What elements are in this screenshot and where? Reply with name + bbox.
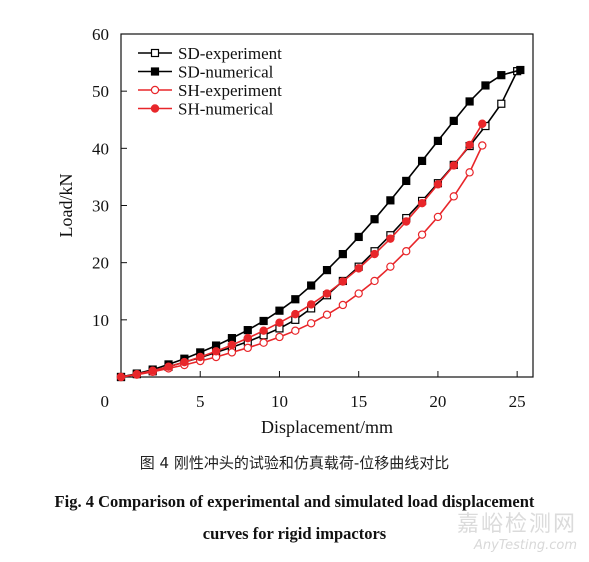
- figure-caption-english-line1: Fig. 4 Comparison of experimental and si…: [54, 492, 535, 511]
- data-point: [417, 156, 427, 166]
- data-point: [433, 212, 443, 222]
- data-point: [497, 71, 506, 80]
- chart-axes: [120, 33, 534, 378]
- data-point: [449, 116, 458, 125]
- legend-marker: [150, 67, 160, 76]
- series-line: [120, 145, 484, 378]
- data-point: [386, 262, 395, 271]
- legend-marker: [150, 48, 160, 58]
- data-point: [478, 141, 487, 150]
- load-displacement-chart: 10 20 30 40 50 60 0 5 10 15 20 25 Displacement/mm L…: [56, 25, 534, 437]
- data-point: [243, 326, 252, 335]
- data-point: [433, 136, 443, 146]
- data-point: [291, 295, 300, 304]
- legend-item: SH-numerical: [138, 100, 274, 119]
- data-point: [322, 289, 332, 298]
- chart-tick-labels: 10 20 30 40 50 60 0 5 10 15 20 25: [92, 25, 526, 411]
- data-point: [370, 215, 379, 224]
- data-point: [402, 176, 411, 186]
- data-point: [354, 264, 363, 273]
- data-point: [465, 168, 474, 177]
- data-point: [370, 276, 379, 286]
- y-tick-label: 30: [92, 197, 109, 216]
- data-point: [243, 343, 252, 353]
- legend-item: SH-experiment: [138, 81, 282, 100]
- legend-item: SD-experiment: [138, 44, 282, 63]
- data-point: [275, 332, 284, 342]
- data-point: [211, 347, 221, 356]
- y-tick-label: 20: [92, 254, 109, 273]
- data-point: [322, 265, 332, 275]
- data-point: [259, 326, 268, 335]
- data-point: [465, 97, 474, 106]
- y-tick-label: 10: [92, 311, 109, 330]
- data-point: [306, 319, 316, 328]
- figure-caption-chinese: 图 4 刚性冲头的试验和仿真载荷-位移曲线对比: [139, 454, 450, 472]
- data-point: [291, 309, 300, 319]
- series-sh-experiment: [116, 141, 487, 382]
- data-point: [148, 366, 157, 375]
- data-point: [259, 338, 268, 347]
- data-point: [354, 289, 363, 298]
- data-point: [465, 140, 474, 150]
- chart-series-layer: [116, 65, 525, 382]
- data-point: [497, 99, 506, 108]
- x-tick-label: 10: [271, 392, 288, 411]
- y-tick-label: 40: [92, 139, 109, 158]
- data-point: [338, 300, 348, 310]
- figure-caption-english-line2: curves for rigid impactors: [202, 524, 387, 543]
- data-point: [481, 81, 490, 90]
- chart-legend: SD-experimentSD-numericalSH-experimentSH…: [138, 44, 282, 119]
- series-sh-numerical: [116, 119, 487, 382]
- legend-marker: [150, 85, 160, 95]
- data-point: [417, 230, 427, 239]
- data-point: [402, 247, 411, 256]
- data-point: [338, 277, 348, 286]
- series-line: [120, 123, 483, 378]
- legend-label: SH-numerical: [178, 100, 274, 119]
- data-point: [433, 180, 443, 189]
- data-point: [227, 334, 237, 343]
- data-point: [275, 306, 284, 315]
- data-point: [291, 326, 300, 335]
- data-point: [275, 318, 284, 327]
- x-axis-label: Displacement/mm: [261, 417, 393, 437]
- data-point: [370, 249, 379, 259]
- data-point: [449, 161, 458, 170]
- data-point: [386, 196, 395, 205]
- data-point: [516, 65, 525, 75]
- data-point: [164, 362, 173, 371]
- data-point: [196, 352, 205, 362]
- data-point: [243, 333, 252, 343]
- y-tick-label: 60: [92, 25, 109, 44]
- data-point: [386, 234, 395, 243]
- data-point: [354, 232, 363, 242]
- data-point: [259, 316, 268, 326]
- y-tick-label: 0: [101, 392, 110, 411]
- data-point: [180, 357, 189, 367]
- legend-label: SD-numerical: [178, 63, 274, 82]
- data-point: [227, 340, 237, 350]
- data-point: [322, 310, 332, 319]
- data-point: [338, 249, 347, 259]
- legend-marker: [150, 104, 160, 113]
- data-point: [116, 372, 126, 382]
- legend-label: SD-experiment: [178, 44, 282, 63]
- data-point: [417, 199, 427, 208]
- x-tick-label: 5: [196, 392, 205, 411]
- x-tick-label: 20: [429, 392, 446, 411]
- x-tick-label: 15: [350, 392, 367, 411]
- data-point: [132, 369, 142, 379]
- data-point: [478, 119, 487, 128]
- x-tick-label: 25: [509, 392, 526, 411]
- data-point: [306, 300, 316, 309]
- legend-label: SH-experiment: [178, 81, 282, 100]
- data-point: [307, 281, 316, 290]
- data-point: [402, 217, 411, 226]
- y-axis-label: Load/kN: [56, 174, 76, 238]
- y-tick-label: 50: [92, 82, 109, 101]
- data-point: [449, 192, 458, 201]
- data-point: [227, 348, 237, 357]
- legend-item: SD-numerical: [138, 63, 274, 82]
